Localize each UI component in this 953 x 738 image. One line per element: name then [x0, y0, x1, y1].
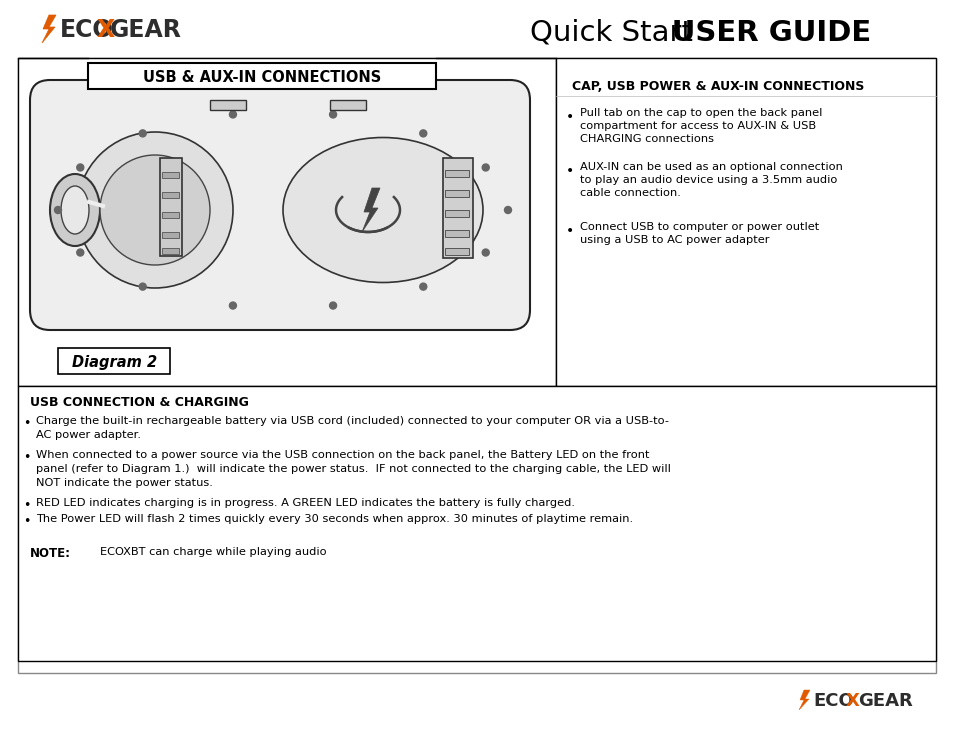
- Text: ECO: ECO: [60, 18, 113, 42]
- Ellipse shape: [283, 137, 482, 283]
- Text: Pull tab on the cap to open the back panel: Pull tab on the cap to open the back pan…: [579, 108, 821, 118]
- Text: •: •: [23, 499, 30, 512]
- Text: CHARGING connections: CHARGING connections: [579, 134, 713, 144]
- Text: Connect USB to computer or power outlet: Connect USB to computer or power outlet: [579, 222, 819, 232]
- FancyBboxPatch shape: [30, 80, 530, 330]
- Text: CAP, USB POWER & AUX-IN CONNECTIONS: CAP, USB POWER & AUX-IN CONNECTIONS: [572, 80, 863, 92]
- Circle shape: [419, 283, 426, 290]
- FancyBboxPatch shape: [444, 248, 469, 255]
- Text: •: •: [23, 515, 30, 528]
- FancyBboxPatch shape: [18, 58, 556, 386]
- FancyBboxPatch shape: [162, 172, 179, 178]
- FancyBboxPatch shape: [556, 58, 935, 386]
- Text: USB CONNECTION & CHARGING: USB CONNECTION & CHARGING: [30, 396, 249, 409]
- Text: compartment for access to AUX-IN & USB: compartment for access to AUX-IN & USB: [579, 121, 815, 131]
- Text: ECOXBT can charge while playing audio: ECOXBT can charge while playing audio: [100, 547, 326, 557]
- Circle shape: [77, 132, 233, 288]
- Text: X: X: [97, 18, 115, 42]
- Text: ECO: ECO: [812, 692, 853, 710]
- FancyBboxPatch shape: [162, 248, 179, 254]
- Text: USB & AUX-IN CONNECTIONS: USB & AUX-IN CONNECTIONS: [143, 69, 381, 84]
- Circle shape: [481, 249, 489, 256]
- Polygon shape: [361, 188, 379, 232]
- Text: NOT indicate the power status.: NOT indicate the power status.: [36, 478, 213, 488]
- FancyBboxPatch shape: [330, 100, 366, 110]
- FancyBboxPatch shape: [444, 210, 469, 217]
- Text: •: •: [23, 451, 30, 464]
- Circle shape: [229, 111, 236, 118]
- Circle shape: [229, 302, 236, 309]
- Text: USER GUIDE: USER GUIDE: [530, 19, 870, 47]
- Circle shape: [100, 155, 210, 265]
- Circle shape: [139, 283, 146, 290]
- Ellipse shape: [61, 186, 89, 234]
- FancyBboxPatch shape: [162, 232, 179, 238]
- Text: RED LED indicates charging is in progress. A GREEN LED indicates the battery is : RED LED indicates charging is in progres…: [36, 498, 575, 508]
- FancyBboxPatch shape: [162, 192, 179, 198]
- FancyBboxPatch shape: [210, 100, 246, 110]
- Text: X: X: [845, 692, 859, 710]
- FancyBboxPatch shape: [444, 170, 469, 177]
- Text: NOTE:: NOTE:: [30, 547, 71, 560]
- FancyBboxPatch shape: [444, 230, 469, 237]
- FancyBboxPatch shape: [18, 58, 935, 673]
- Text: panel (refer to Diagram 1.)  will indicate the power status.  IF not connected t: panel (refer to Diagram 1.) will indicat…: [36, 464, 670, 474]
- FancyBboxPatch shape: [18, 386, 935, 661]
- FancyBboxPatch shape: [442, 158, 473, 258]
- Text: cable connection.: cable connection.: [579, 188, 680, 198]
- Polygon shape: [799, 690, 809, 710]
- Circle shape: [76, 249, 84, 256]
- Circle shape: [139, 130, 146, 137]
- Text: •: •: [23, 417, 30, 430]
- Text: •: •: [565, 164, 574, 178]
- Circle shape: [54, 207, 61, 213]
- Text: •: •: [565, 110, 574, 124]
- Circle shape: [419, 130, 426, 137]
- Circle shape: [504, 207, 511, 213]
- FancyBboxPatch shape: [162, 212, 179, 218]
- Text: AUX-IN can be used as an optional connection: AUX-IN can be used as an optional connec…: [579, 162, 842, 172]
- Text: •: •: [565, 224, 574, 238]
- Text: AC power adapter.: AC power adapter.: [36, 430, 141, 440]
- Text: When connected to a power source via the USB connection on the back panel, the B: When connected to a power source via the…: [36, 450, 649, 460]
- Text: The Power LED will flash 2 times quickly every 30 seconds when approx. 30 minute: The Power LED will flash 2 times quickly…: [36, 514, 633, 524]
- Polygon shape: [42, 15, 56, 43]
- Text: Charge the built-in rechargeable battery via USB cord (included) connected to yo: Charge the built-in rechargeable battery…: [36, 416, 668, 426]
- Text: GEAR: GEAR: [857, 692, 912, 710]
- FancyBboxPatch shape: [88, 63, 436, 89]
- Text: GEAR: GEAR: [110, 18, 182, 42]
- Text: using a USB to AC power adapter: using a USB to AC power adapter: [579, 235, 769, 245]
- Text: Diagram 2: Diagram 2: [71, 354, 157, 370]
- Circle shape: [329, 302, 336, 309]
- FancyBboxPatch shape: [444, 190, 469, 197]
- Circle shape: [76, 164, 84, 171]
- Circle shape: [329, 111, 336, 118]
- Circle shape: [481, 164, 489, 171]
- FancyBboxPatch shape: [160, 158, 182, 256]
- FancyBboxPatch shape: [58, 348, 170, 374]
- Text: Quick Start: Quick Start: [530, 19, 701, 47]
- Text: to play an audio device using a 3.5mm audio: to play an audio device using a 3.5mm au…: [579, 175, 837, 185]
- Ellipse shape: [50, 174, 100, 246]
